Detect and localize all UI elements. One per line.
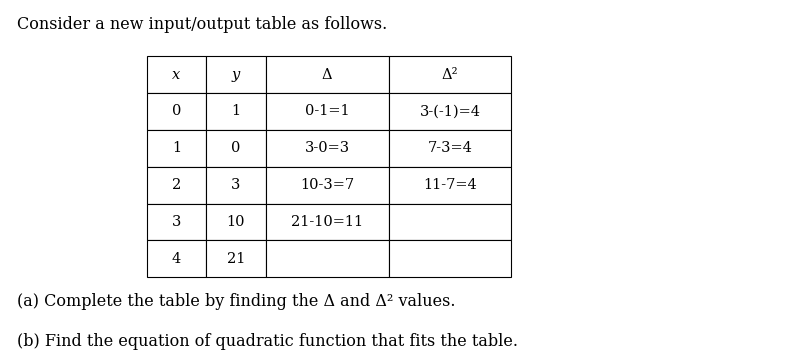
Bar <box>206 56 266 93</box>
Text: x: x <box>172 68 181 81</box>
Bar <box>147 56 206 93</box>
Bar <box>147 167 206 204</box>
Text: 3-(-1)=4: 3-(-1)=4 <box>419 105 481 118</box>
Text: Consider a new input/output table as follows.: Consider a new input/output table as fol… <box>17 16 388 33</box>
Text: 3: 3 <box>232 178 240 192</box>
Bar <box>147 240 206 277</box>
Bar <box>266 204 389 240</box>
Text: 1: 1 <box>232 105 240 118</box>
Text: 21-10=11: 21-10=11 <box>291 215 363 229</box>
Bar <box>266 93 389 130</box>
Bar <box>206 93 266 130</box>
Text: 0-1=1: 0-1=1 <box>305 105 350 118</box>
Text: 0: 0 <box>172 105 181 118</box>
Bar <box>389 167 511 204</box>
Bar <box>266 240 389 277</box>
Text: Δ²: Δ² <box>442 68 458 81</box>
Text: 4: 4 <box>172 252 181 266</box>
Bar <box>389 240 511 277</box>
Text: 0: 0 <box>232 141 240 155</box>
Text: y: y <box>232 68 240 81</box>
Text: 10: 10 <box>227 215 245 229</box>
Bar <box>147 130 206 167</box>
Text: 2: 2 <box>172 178 181 192</box>
Text: 10-3=7: 10-3=7 <box>300 178 354 192</box>
Text: 3-0=3: 3-0=3 <box>305 141 350 155</box>
Text: 21: 21 <box>227 252 245 266</box>
Bar <box>206 240 266 277</box>
Bar <box>147 204 206 240</box>
Bar <box>266 56 389 93</box>
Bar <box>266 167 389 204</box>
Text: 11-7=4: 11-7=4 <box>423 178 477 192</box>
Bar <box>389 93 511 130</box>
Bar <box>206 167 266 204</box>
Bar <box>206 130 266 167</box>
Bar <box>206 204 266 240</box>
Bar <box>389 56 511 93</box>
Text: Δ: Δ <box>322 68 332 81</box>
Bar <box>389 204 511 240</box>
Text: (b) Find the equation of quadratic function that fits the table.: (b) Find the equation of quadratic funct… <box>17 333 519 350</box>
Text: 7-3=4: 7-3=4 <box>427 141 473 155</box>
Text: (a) Complete the table by finding the Δ and Δ² values.: (a) Complete the table by finding the Δ … <box>17 293 456 310</box>
Text: 3: 3 <box>172 215 181 229</box>
Bar <box>389 130 511 167</box>
Bar <box>147 93 206 130</box>
Text: 1: 1 <box>172 141 181 155</box>
Bar <box>266 130 389 167</box>
